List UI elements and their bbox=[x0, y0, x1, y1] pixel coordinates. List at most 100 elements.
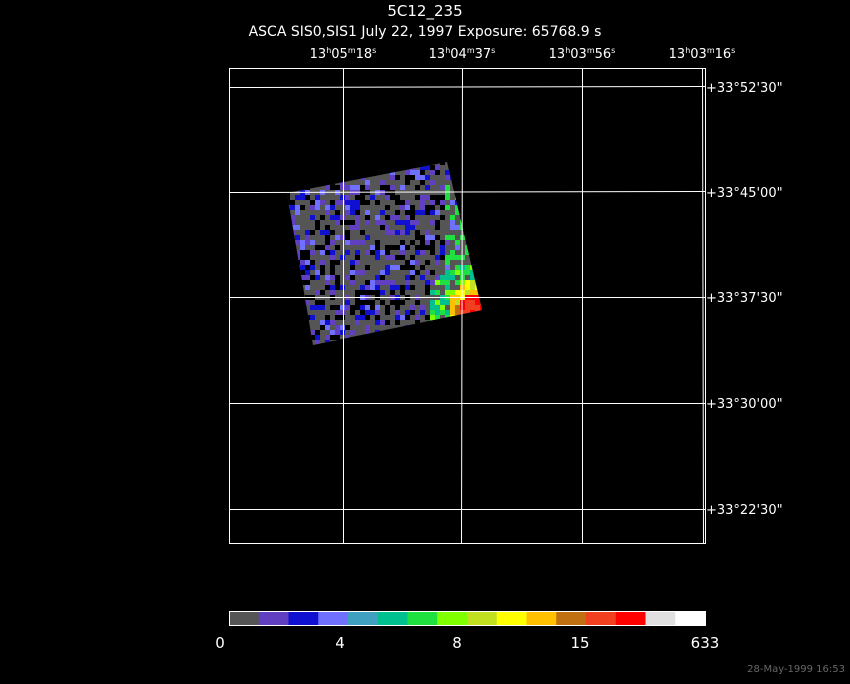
image-pixel bbox=[335, 215, 340, 220]
image-pixel bbox=[355, 195, 360, 200]
image-pixel bbox=[445, 280, 450, 285]
dec-label: +33°30'00" bbox=[706, 397, 783, 412]
image-pixel bbox=[415, 245, 420, 250]
image-pixel bbox=[400, 200, 405, 205]
image-pixel bbox=[365, 200, 370, 205]
colorbar-label: 8 bbox=[452, 634, 462, 652]
colorbar-swatch bbox=[318, 611, 349, 625]
image-pixel bbox=[425, 195, 430, 200]
image-pixel bbox=[455, 265, 460, 270]
image-pixel bbox=[390, 255, 395, 260]
image-pixel bbox=[310, 230, 315, 235]
image-pixel bbox=[415, 210, 420, 215]
image-pixel bbox=[360, 315, 365, 320]
image-pixel bbox=[365, 180, 370, 185]
image-pixel bbox=[330, 230, 335, 235]
image-pixel bbox=[405, 285, 410, 290]
dec-grid-line bbox=[228, 191, 706, 193]
image-pixel bbox=[435, 225, 440, 230]
image-pixel bbox=[395, 305, 400, 310]
image-pixel bbox=[287, 195, 290, 200]
image-pixel bbox=[390, 185, 395, 190]
image-pixel bbox=[375, 255, 380, 260]
image-pixel bbox=[365, 290, 370, 295]
image-pixel bbox=[350, 210, 355, 215]
image-pixel bbox=[400, 290, 405, 295]
image-pixel bbox=[385, 245, 390, 250]
image-pixel bbox=[310, 240, 315, 245]
image-pixel bbox=[465, 285, 470, 290]
image-pixel bbox=[410, 225, 415, 230]
image-pixel bbox=[385, 270, 390, 275]
image-pixel bbox=[325, 325, 330, 330]
image-pixel bbox=[315, 275, 320, 280]
image-pixel bbox=[335, 305, 340, 310]
ra-unit: s bbox=[491, 46, 495, 55]
image-pixel bbox=[465, 300, 470, 305]
image-pixel bbox=[305, 250, 310, 255]
image-pixel bbox=[475, 290, 480, 295]
image-pixel bbox=[470, 305, 475, 310]
image-pixel bbox=[320, 290, 325, 295]
image-pixel bbox=[450, 290, 455, 295]
image-pixel bbox=[435, 275, 440, 280]
image-pixel bbox=[325, 250, 330, 255]
image-pixel bbox=[415, 175, 420, 180]
image-pixel bbox=[340, 255, 345, 260]
image-pixel bbox=[315, 335, 320, 340]
image-pixel bbox=[345, 300, 350, 305]
image-pixel bbox=[450, 215, 455, 220]
image-pixel bbox=[295, 240, 300, 245]
image-pixel bbox=[290, 200, 295, 205]
image-pixel bbox=[390, 285, 395, 290]
colorbar-swatch bbox=[229, 611, 260, 625]
image-pixel bbox=[330, 265, 335, 270]
colorbar-swatch bbox=[348, 611, 379, 625]
image-pixel bbox=[480, 305, 482, 310]
image-pixel bbox=[440, 305, 445, 310]
image-pixel bbox=[410, 275, 415, 280]
image-pixel bbox=[455, 240, 460, 245]
image-pixel bbox=[400, 285, 405, 290]
image-pixel bbox=[405, 180, 410, 185]
image-pixel bbox=[445, 275, 450, 280]
image-pixel bbox=[450, 305, 455, 310]
image-pixel bbox=[315, 290, 320, 295]
image-pixel bbox=[335, 260, 340, 265]
image-pixel bbox=[440, 200, 445, 205]
image-pixel bbox=[395, 215, 400, 220]
image-pixel bbox=[410, 240, 415, 245]
image-pixel bbox=[445, 285, 450, 290]
image-pixel bbox=[325, 230, 330, 235]
image-pixel bbox=[440, 275, 445, 280]
image-pixel bbox=[355, 315, 360, 320]
image-pixel bbox=[345, 195, 350, 200]
image-pixel bbox=[405, 310, 410, 315]
image-pixel bbox=[310, 305, 315, 310]
image-pixel bbox=[300, 280, 305, 285]
image-pixel bbox=[455, 245, 460, 250]
image-pixel bbox=[440, 280, 445, 285]
image-pixel bbox=[365, 285, 370, 290]
ra-unit: h bbox=[326, 46, 331, 55]
image-pixel bbox=[425, 285, 430, 290]
image-pixel bbox=[300, 195, 305, 200]
colorbar-swatch bbox=[586, 611, 617, 625]
image-pixel bbox=[380, 220, 385, 225]
image-pixel bbox=[355, 305, 360, 310]
image-pixel bbox=[405, 200, 410, 205]
image-pixel bbox=[415, 315, 420, 320]
image-pixel bbox=[410, 265, 415, 270]
image-pixel bbox=[315, 195, 320, 200]
image-pixel bbox=[450, 235, 455, 240]
image-pixel bbox=[330, 255, 335, 260]
ra-unit: s bbox=[731, 46, 735, 55]
image-pixel bbox=[310, 335, 315, 340]
image-pixel bbox=[380, 250, 385, 255]
image-pixel bbox=[470, 300, 475, 305]
image-pixel bbox=[375, 310, 380, 315]
image-pixel bbox=[365, 250, 370, 255]
image-pixel bbox=[315, 270, 320, 275]
image-pixel bbox=[325, 280, 330, 285]
colorbar-swatch bbox=[526, 611, 557, 625]
